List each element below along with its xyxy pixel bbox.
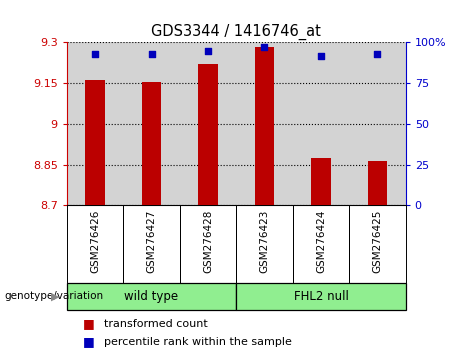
Text: GSM276428: GSM276428 [203,209,213,273]
Text: GSM276427: GSM276427 [147,209,157,273]
Text: GSM276426: GSM276426 [90,209,100,273]
Text: transformed count: transformed count [104,319,207,329]
Text: GSM276423: GSM276423 [260,209,270,273]
Text: GSM276425: GSM276425 [372,209,383,273]
Point [261,45,268,50]
Text: ▶: ▶ [51,291,59,302]
Text: GSM276424: GSM276424 [316,209,326,273]
Bar [142,82,161,205]
Title: GDS3344 / 1416746_at: GDS3344 / 1416746_at [151,23,321,40]
Text: genotype/variation: genotype/variation [5,291,104,302]
Text: wild type: wild type [124,290,178,303]
Bar [254,47,274,205]
Point [91,51,99,57]
Bar [67,283,236,310]
Text: ■: ■ [83,335,95,348]
Bar [123,205,180,283]
Point [374,51,381,57]
Bar [85,80,105,205]
Bar [180,205,236,283]
Bar [293,205,349,283]
Bar [236,283,406,310]
Text: percentile rank within the sample: percentile rank within the sample [104,337,292,347]
Text: ■: ■ [83,318,95,330]
Bar [198,64,218,205]
Point [204,48,212,53]
Bar [367,161,387,205]
Point [148,51,155,57]
Bar [236,205,293,283]
Bar [311,158,331,205]
Bar [67,205,123,283]
Text: FHL2 null: FHL2 null [294,290,349,303]
Point [317,53,325,58]
Bar [349,205,406,283]
